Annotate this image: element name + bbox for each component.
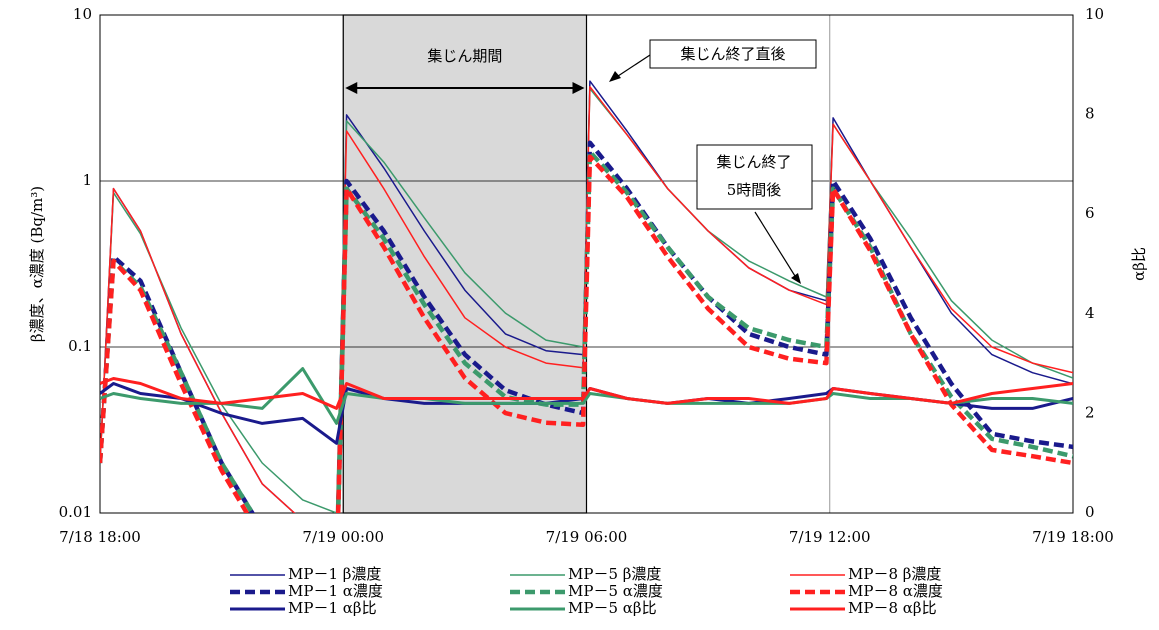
series-line: [100, 154, 1073, 513]
legend-label: MP－8 β濃度: [848, 565, 941, 583]
callout-box: [649, 39, 817, 69]
series-line: [100, 377, 1073, 410]
y2-tick-label: 8: [1085, 105, 1095, 123]
x-tick-label: 7/19 06:00: [546, 528, 628, 546]
callout-text: 集じん終了: [716, 153, 791, 171]
x-tick-label: 7/19 18:00: [1032, 528, 1114, 546]
plot-frame: [99, 14, 1074, 514]
shaded-period: [343, 15, 587, 513]
y-tick-label: 0.1: [68, 337, 92, 355]
arrow-head: [572, 82, 585, 94]
legend-label: MP－1 αβ比: [288, 599, 377, 617]
series-line: [100, 367, 1073, 425]
legend-label: MP－5 αβ比: [568, 599, 657, 617]
legend-label: MP－8 αβ比: [848, 599, 937, 617]
callout-text: 集じん終了直後: [680, 45, 785, 63]
y2-tick-label: 4: [1085, 304, 1095, 322]
legend-label: MP－5 β濃度: [568, 565, 661, 583]
y-tick-label: 1: [82, 171, 92, 189]
legend-label: MP－1 α濃度: [288, 582, 383, 600]
legend-label: MP－8 α濃度: [848, 582, 943, 600]
callout-box: [696, 144, 813, 210]
y2-axis-label: αβ比: [1130, 247, 1148, 281]
y-tick-label: 10: [73, 5, 92, 23]
arrow-head: [345, 82, 358, 94]
period-label: 集じん期間: [427, 47, 502, 65]
legend-label: MP－5 α濃度: [568, 582, 663, 600]
y2-tick-label: 2: [1085, 403, 1095, 421]
x-tick-label: 7/18 18:00: [59, 528, 141, 546]
x-tick-label: 7/19 12:00: [789, 528, 871, 546]
y-tick-label: 0.01: [59, 503, 92, 521]
callout-arrow: [614, 54, 651, 79]
x-tick-label: 7/19 00:00: [302, 528, 384, 546]
plot-area: [100, 80, 1073, 513]
callout-text: 5時間後: [727, 181, 782, 199]
arrow-head: [791, 273, 801, 284]
arrow-head: [609, 71, 621, 82]
y-axis-label: β濃度、α濃度 (Bq/m³): [28, 186, 46, 342]
legend-label: MP－1 β濃度: [288, 565, 381, 583]
y2-tick-label: 10: [1085, 5, 1104, 23]
callout-arrow: [754, 211, 796, 277]
y2-tick-label: 0: [1085, 503, 1095, 521]
y2-tick-label: 6: [1085, 204, 1095, 222]
